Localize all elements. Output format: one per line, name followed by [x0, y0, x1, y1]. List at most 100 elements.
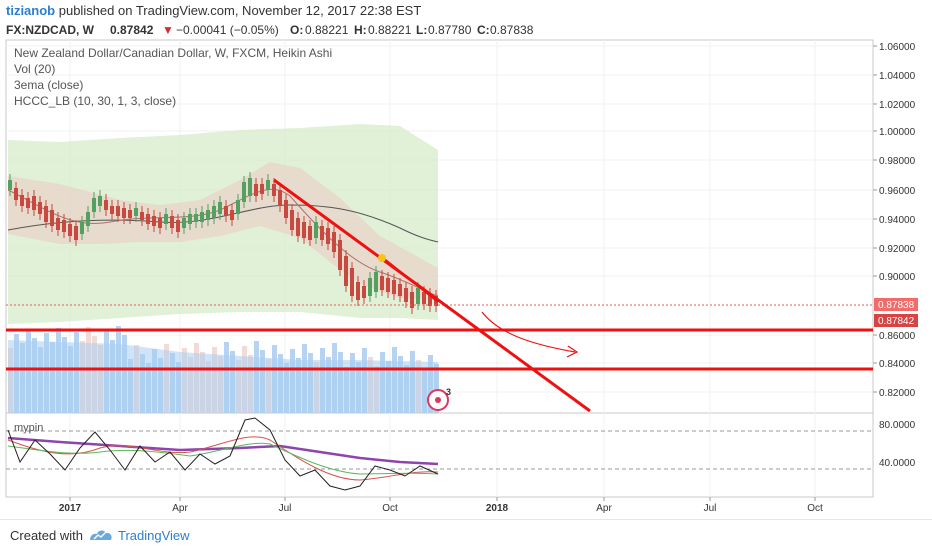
short-trend-line[interactable]: [381, 256, 439, 303]
price-axis-label: 0.92000: [879, 244, 916, 255]
publish-info: tizianob published on TradingView.com, N…: [6, 3, 421, 18]
inner-band: [8, 162, 438, 300]
candle-body: [176, 220, 180, 232]
candle-body: [206, 210, 210, 220]
indicator-average-line: [7, 436, 439, 466]
candle-body: [308, 226, 312, 240]
candle-body: [248, 178, 252, 196]
candle-body: [266, 180, 270, 190]
price-axis-label: 0.86000: [879, 331, 916, 342]
open-value: 0.88221: [305, 23, 349, 37]
candle-body: [284, 200, 288, 218]
legend-volume[interactable]: Vol (20): [14, 62, 56, 76]
price-change: −0.00041 (−0.05%): [176, 23, 279, 37]
candle-body: [44, 206, 48, 222]
anchor-point[interactable]: [378, 254, 386, 262]
time-axis-label: Oct: [382, 503, 398, 514]
candle-body: [26, 198, 30, 208]
price-tag-last: [874, 314, 918, 327]
ema-line-fast: [7, 188, 439, 297]
indicator-main-black: [7, 417, 439, 491]
candle-body: [116, 206, 120, 216]
candle-body: [68, 224, 72, 236]
candle-body: [38, 202, 42, 214]
candle-body: [278, 190, 282, 206]
candle-body: [218, 202, 222, 214]
candle-body: [410, 292, 414, 308]
candle-body: [140, 212, 144, 220]
projection-arrow[interactable]: [481, 311, 576, 353]
price-tag-close: [874, 298, 918, 311]
candle-body: [332, 232, 336, 252]
candle-body: [392, 280, 396, 294]
candle-body: [110, 206, 114, 214]
time-axis-label: 2018: [486, 503, 509, 514]
created-with-text: Created with: [10, 528, 83, 543]
symbol-bar: FX:NZDCAD, W 0.87842 ▼ −0.00041 (−0.05%)…: [0, 21, 932, 39]
time-axis-label: Oct: [807, 503, 823, 514]
symbol-label[interactable]: FX:NZDCAD, W: [6, 23, 94, 37]
time-axis-label: Apr: [596, 503, 612, 514]
candle-body: [380, 276, 384, 290]
publish-text: published on TradingView.com, November 1…: [58, 3, 422, 18]
author-link[interactable]: tizianob: [6, 3, 56, 18]
indicator-signal-red: [7, 436, 439, 481]
price-axis-label: 1.04000: [879, 71, 916, 82]
legend-ema[interactable]: 3ema (close): [14, 78, 84, 92]
candle-body: [290, 210, 294, 230]
footer: Created with TradingView: [0, 519, 932, 551]
candle-body: [350, 268, 354, 296]
candle-body: [236, 200, 240, 214]
down-arrow-icon: ▼: [162, 23, 174, 37]
candle-body: [8, 180, 12, 190]
tradingview-brand[interactable]: TradingView: [118, 528, 190, 543]
candle-body: [428, 294, 432, 306]
time-axis[interactable]: 2017 Apr Jul Oct 2018 Apr Jul Oct: [59, 497, 823, 514]
candle-body: [20, 195, 24, 206]
last-price: 0.87842: [110, 23, 154, 37]
close-label: C:: [477, 23, 490, 37]
price-axis-label: 0.94000: [879, 215, 916, 226]
arrow-head-icon: [566, 345, 579, 358]
close-value: 0.87838: [490, 23, 534, 37]
candle-body: [134, 208, 138, 216]
candle-body: [422, 292, 426, 304]
candle-body: [170, 216, 174, 228]
candle-body: [32, 196, 36, 210]
time-axis-label: Apr: [172, 503, 188, 514]
candle-body: [104, 200, 108, 210]
chart-canvas[interactable]: 3 1.06000 1.04000 1.02000 1.00000 0.98000 0.9…: [0, 0, 932, 519]
candle-body: [146, 214, 150, 224]
candle-body: [188, 214, 192, 224]
candle-body: [80, 222, 84, 234]
price-axis-label: 0.82000: [879, 388, 916, 399]
candle-body: [98, 196, 102, 206]
candle-body: [230, 210, 234, 220]
tradingview-logo-icon[interactable]: [88, 526, 114, 544]
indicator-signal-green: [7, 442, 439, 475]
time-axis-label: Jul: [279, 503, 292, 514]
high-label: H:: [354, 23, 367, 37]
legend-title[interactable]: New Zealand Dollar/Canadian Dollar, W, F…: [14, 46, 333, 60]
indicator-axis-label: 40.0000: [879, 458, 916, 469]
candle-body: [128, 210, 132, 218]
candle-body: [224, 206, 228, 216]
price-tag-last-text: 0.87842: [878, 316, 915, 327]
downtrend-line[interactable]: [273, 178, 591, 413]
candle-body: [212, 206, 216, 218]
candle-body: [242, 182, 246, 202]
candle-body: [74, 226, 78, 240]
high-value: 0.88221: [368, 23, 412, 37]
candle-body: [152, 216, 156, 226]
price-axis-label: 0.98000: [879, 156, 916, 167]
candle-body: [158, 218, 162, 228]
candle-body: [50, 210, 54, 226]
candle-body: [194, 214, 198, 222]
price-tag-close-text: 0.87838: [878, 300, 915, 311]
price-axis[interactable]: 1.06000 1.04000 1.02000 1.00000 0.98000 0.960…: [873, 42, 916, 469]
legend-hccc[interactable]: HCCC_LB (10, 30, 1, 3, close): [14, 94, 177, 108]
candle-body: [338, 240, 342, 270]
candle-body: [314, 222, 318, 238]
candle-body: [374, 272, 378, 292]
indicator-pane[interactable]: [5, 412, 874, 498]
